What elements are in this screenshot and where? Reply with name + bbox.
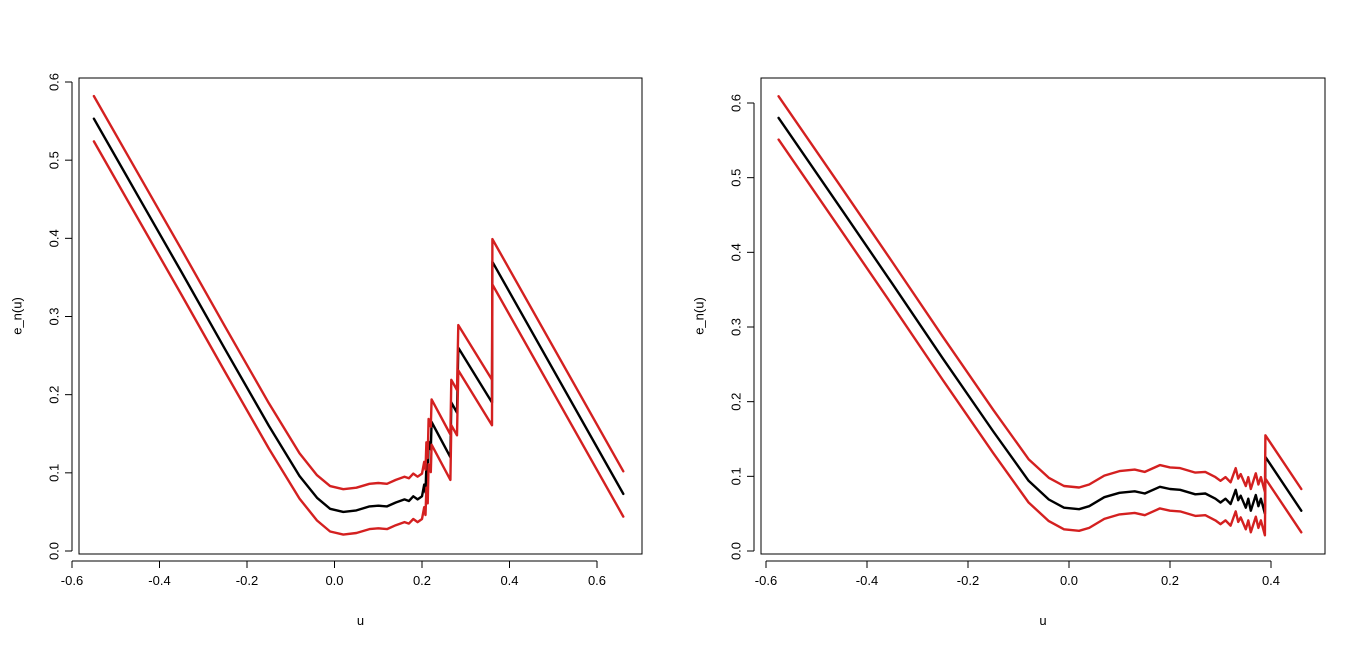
y-tick-label: 0.1 — [46, 464, 61, 482]
x-tick-label: -0.4 — [856, 573, 878, 588]
x-tick-label: -0.6 — [755, 573, 777, 588]
y-tick-label: 0.0 — [728, 542, 743, 560]
plot-frame — [760, 77, 1326, 555]
right-chart-panel: -0.6 -0.4 -0.2 0.0 0.2 0.4 0.0 0.1 0.2 0.3 0.4 0.5 0… — [691, 77, 1326, 628]
x-tick-label: 0.4 — [1262, 573, 1280, 588]
y-tick-label: 0.2 — [46, 386, 61, 404]
x-tick-label: 0.0 — [325, 573, 343, 588]
x-tick-label: 0.6 — [588, 573, 606, 588]
x-tick-label: -0.2 — [957, 573, 979, 588]
x-axis-title: u — [1039, 613, 1046, 628]
y-tick-label: 0.4 — [46, 229, 61, 247]
y-tick-label: 0.6 — [46, 73, 61, 91]
series-line-upper-bound — [777, 95, 1303, 494]
x-axis-title: u — [357, 613, 364, 628]
plot-frame — [78, 77, 643, 555]
y-tick-label: 0.6 — [728, 94, 743, 112]
y-tick-label: 0.0 — [46, 542, 61, 560]
x-tick-label: 0.0 — [1060, 573, 1078, 588]
y-tick-label: 0.2 — [728, 393, 743, 411]
series-line-lower-bound — [777, 138, 1303, 537]
series-line-upper-bound — [92, 94, 625, 491]
series-line-estimate — [92, 117, 625, 514]
series-line-estimate — [777, 116, 1303, 515]
y-axis-title: e_n(u) — [691, 297, 706, 335]
left-chart-panel: -0.6 -0.4 -0.2 0.0 0.2 0.4 0.6 0.0 0.1 0.2 0.3 0.4 0… — [9, 73, 643, 628]
x-tick-label: -0.4 — [148, 573, 170, 588]
x-tick-label: 0.2 — [413, 573, 431, 588]
y-tick-label: 0.1 — [728, 467, 743, 485]
x-tick-label: -0.6 — [61, 573, 83, 588]
series-line-lower-bound — [92, 140, 625, 536]
y-tick-label: 0.5 — [46, 151, 61, 169]
y-tick-label: 0.4 — [728, 243, 743, 261]
y-axis-title: e_n(u) — [9, 297, 24, 335]
y-tick-label: 0.5 — [728, 169, 743, 187]
y-tick-label: 0.3 — [46, 307, 61, 325]
x-tick-label: 0.4 — [500, 573, 518, 588]
x-tick-label: -0.2 — [236, 573, 258, 588]
x-tick-label: 0.2 — [1161, 573, 1179, 588]
y-tick-label: 0.3 — [728, 318, 743, 336]
